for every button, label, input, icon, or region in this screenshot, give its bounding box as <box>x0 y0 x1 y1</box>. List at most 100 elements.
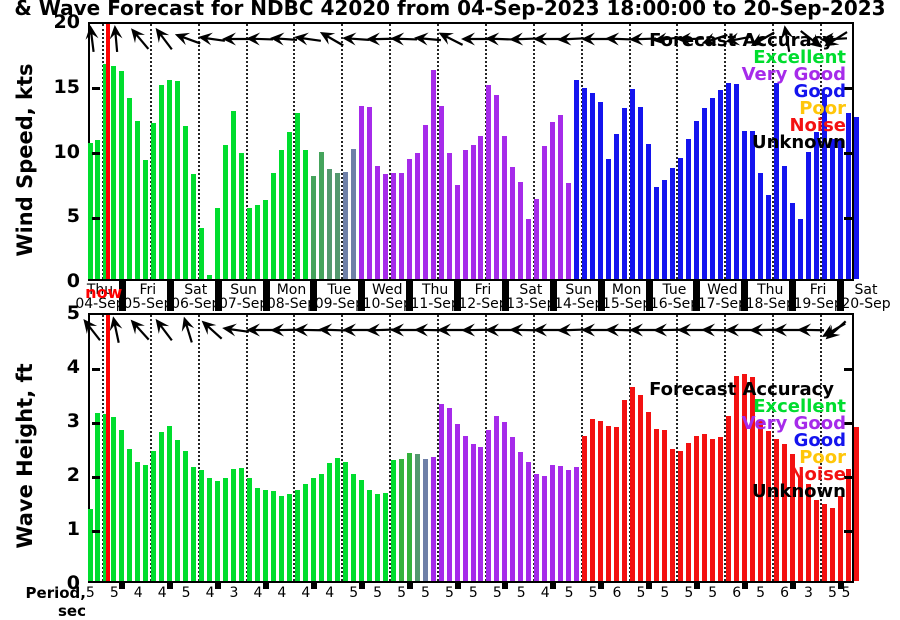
y-tick-mark <box>92 87 100 90</box>
wind-speed-bar <box>550 122 555 279</box>
wave-height-bar <box>375 494 380 581</box>
wind-speed-bar <box>391 173 396 279</box>
wind-speed-bar <box>431 70 436 279</box>
wind-speed-bar <box>95 140 100 279</box>
y-tick-label: 1 <box>40 518 80 540</box>
wind-speed-bar <box>463 150 468 279</box>
wave-height-bar <box>638 395 643 581</box>
wind-speed-bar <box>111 66 116 279</box>
now-line <box>106 315 110 581</box>
wind-speed-bar <box>455 185 460 279</box>
wind-speed-bar <box>486 85 491 279</box>
wind-speed-bar <box>742 131 747 279</box>
wind-speed-bar <box>159 85 164 279</box>
wave-height-bar <box>159 432 164 581</box>
wind-speed-bar <box>598 102 603 279</box>
wind-speed-bar <box>295 113 300 279</box>
period-value: 5 <box>831 585 861 601</box>
wave-height-bar <box>510 437 515 581</box>
wave-height-bar <box>526 462 531 581</box>
wind-speed-bar <box>143 160 148 279</box>
y-tick-label: 4 <box>40 356 80 378</box>
wave-height-bar <box>383 493 388 581</box>
direction-arrow-icon <box>107 24 125 53</box>
wind-speed-bar <box>383 174 388 279</box>
wind-speed-bar <box>303 150 308 279</box>
y-tick-label: 20 <box>40 11 80 33</box>
wave-height-bar <box>598 421 603 581</box>
wave-height-bar <box>814 500 819 581</box>
wave-height-bar <box>303 484 308 581</box>
wind-speed-bar <box>407 159 412 279</box>
wave-height-bar <box>335 458 340 581</box>
wave-height-bar <box>558 466 563 581</box>
wave-height-bar <box>415 454 420 581</box>
y-tick-mark <box>92 152 100 155</box>
wave-height-bar <box>566 470 571 581</box>
wind-speed-bar <box>582 88 587 279</box>
wind-speed-bar <box>191 174 196 279</box>
y-tick-mark <box>92 476 100 479</box>
wind-speed-bar <box>231 111 236 279</box>
wind-speed-bar <box>215 208 220 279</box>
wave-height-bar <box>830 508 835 581</box>
wind-speed-bar <box>806 152 811 280</box>
wave-height-bar <box>151 451 156 581</box>
wind-speed-bar <box>606 159 611 279</box>
wave-height-bar <box>183 451 188 581</box>
legend-item: Unknown <box>649 483 846 500</box>
wind-speed-bar <box>638 107 643 279</box>
wind-speed-bar <box>375 166 380 279</box>
wave-height-bar <box>846 469 851 581</box>
wind-speed-bar <box>838 139 843 279</box>
wind-speed-bar <box>207 275 212 279</box>
wind-speed-bar <box>766 195 771 279</box>
wave-height-bar <box>478 447 483 581</box>
wave-height-bar <box>494 416 499 581</box>
wind-speed-bar <box>846 113 851 279</box>
wave-height-bar <box>191 467 196 581</box>
wind-speed-bar <box>183 126 188 279</box>
wind-speed-bar <box>271 173 276 279</box>
wave-height-bar <box>143 465 148 582</box>
wave-height-bar <box>359 480 364 581</box>
wave-height-bar <box>550 465 555 582</box>
wave-height-bar <box>534 474 539 581</box>
wave-height-bar <box>622 400 627 581</box>
wave-height-bar <box>431 457 436 581</box>
wind-speed-bar <box>343 172 348 279</box>
wave-height-bar <box>455 424 460 581</box>
wave-height-bar <box>271 491 276 581</box>
wind-speed-bar <box>662 180 667 279</box>
wind-speed-bar <box>542 146 547 279</box>
wave-height-bar <box>135 462 140 581</box>
wave-height-bar <box>822 504 827 581</box>
legend-item: Unknown <box>649 134 846 151</box>
wind-speed-bar <box>782 166 787 279</box>
wind-speed-bar <box>263 200 268 279</box>
wave-height-bar <box>399 459 404 581</box>
y-tick-label: 5 <box>40 302 80 324</box>
chart-title: & Wave Forecast for NDBC 42020 from 04-S… <box>0 0 900 20</box>
y-tick-label: 2 <box>40 464 80 486</box>
wind-speed-bar <box>510 167 515 279</box>
wave-height-bar <box>407 453 412 581</box>
wave-height-bar <box>127 449 132 581</box>
y-tick-mark <box>92 217 100 220</box>
wind-speed-bar <box>678 158 683 279</box>
wind-speed-bar <box>287 132 292 279</box>
wind-speed-bar <box>255 205 260 279</box>
wind-speed-bar <box>670 168 675 279</box>
wave-height-bar <box>574 467 579 581</box>
wave-height-bar <box>239 468 244 581</box>
wind-speed-bar <box>590 93 595 279</box>
wind-speed-bar <box>654 187 659 279</box>
wind-speed-bar <box>630 89 635 279</box>
wind-speed-bar <box>534 199 539 279</box>
y-tick-mark <box>844 530 852 533</box>
wind-speed-bar <box>494 95 499 279</box>
wave-height-bar <box>351 474 356 581</box>
